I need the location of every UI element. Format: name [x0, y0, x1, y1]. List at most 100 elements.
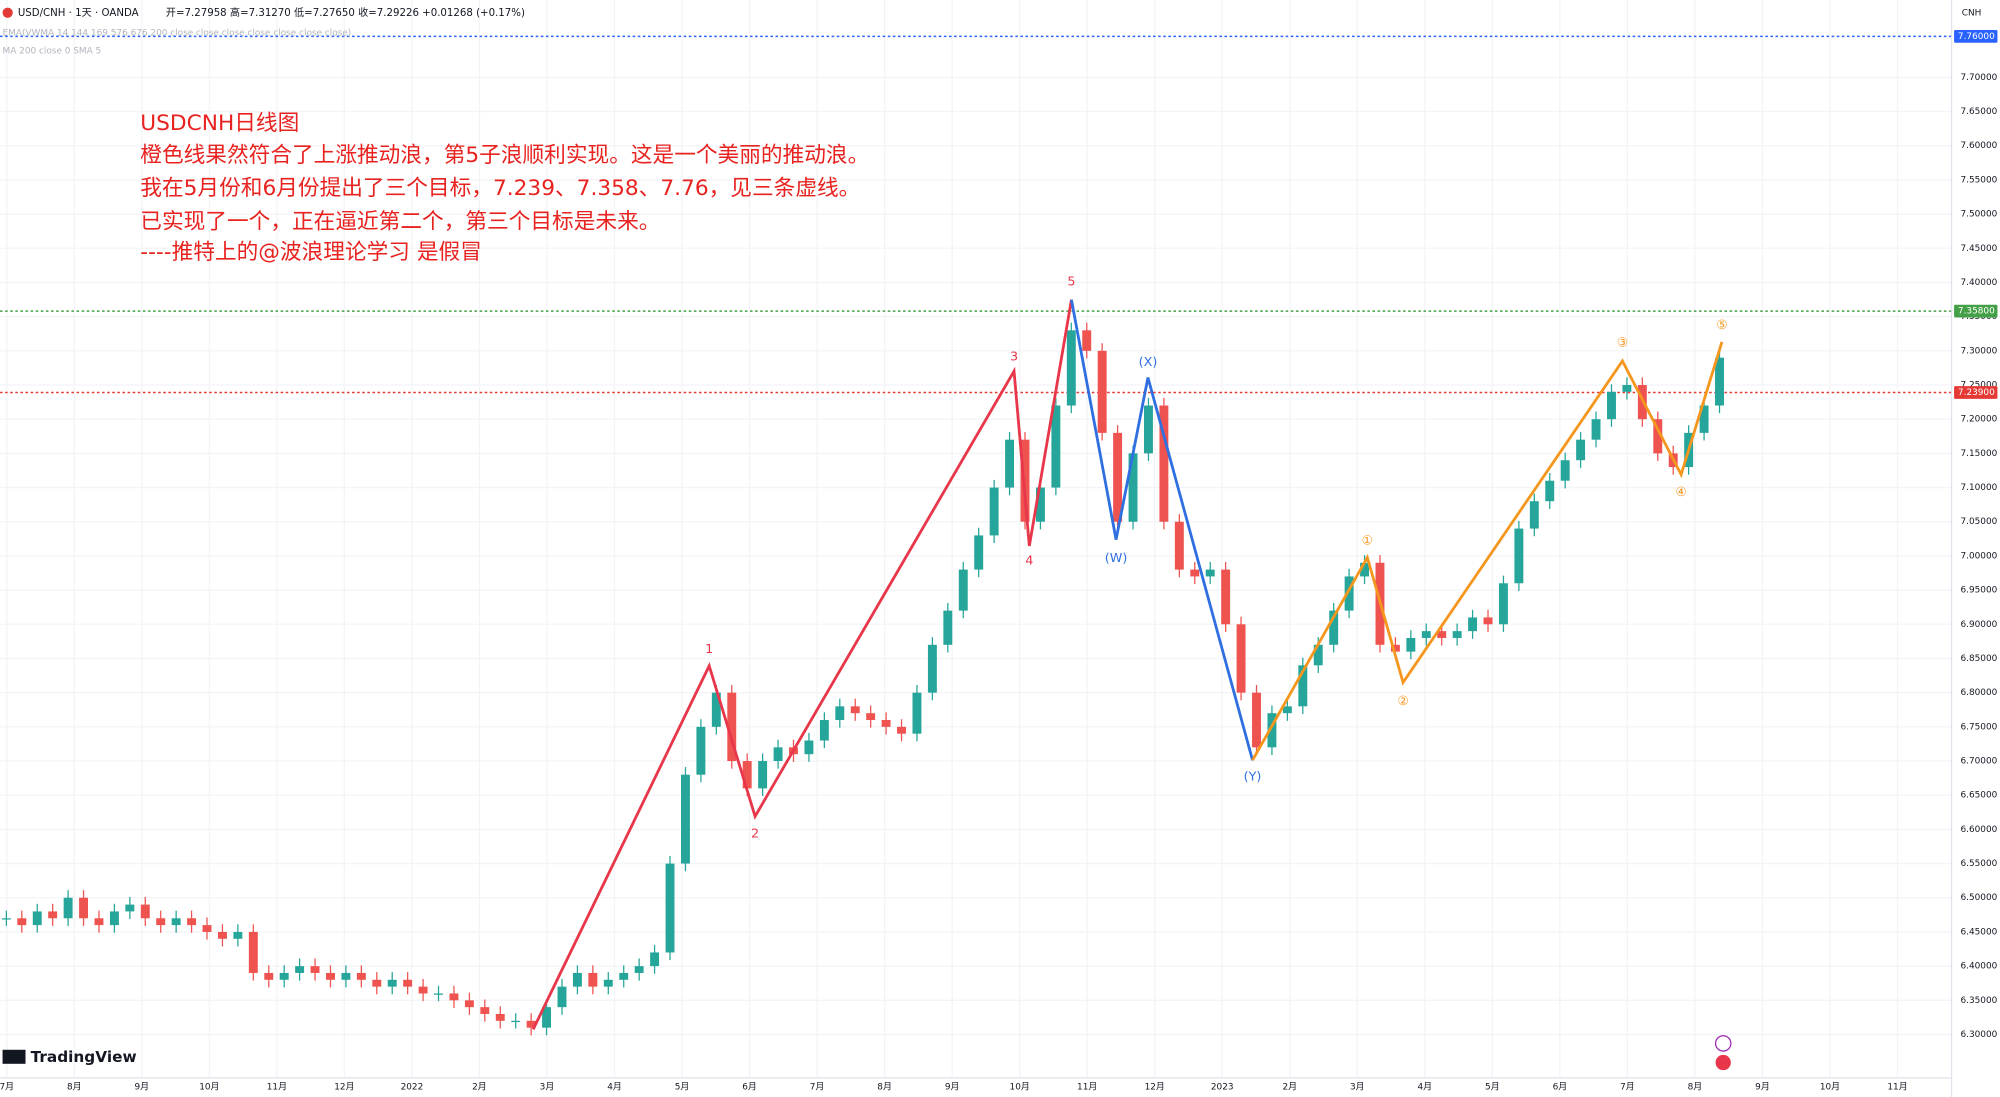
icon[interactable] [1715, 1054, 1731, 1071]
candle [943, 610, 953, 645]
y-tick-label: 6.70000 [1960, 757, 1997, 767]
wave-label: ③ [1617, 336, 1628, 351]
candle [1329, 610, 1339, 645]
red-wave [531, 299, 1073, 1030]
candle [1591, 419, 1601, 440]
y-tick-label: 7.45000 [1960, 244, 1997, 254]
candle [125, 904, 135, 912]
y-tick-label: 6.45000 [1960, 927, 1997, 937]
x-tick-label: 5月 [675, 1081, 690, 1092]
x-tick-label: 9月 [945, 1081, 960, 1092]
candle [1066, 330, 1076, 406]
candle [1252, 692, 1261, 748]
candle [217, 931, 227, 939]
candle [109, 911, 119, 926]
y-tick-label: 6.30000 [1960, 1030, 1997, 1040]
candle [603, 979, 613, 987]
candle [511, 1020, 521, 1023]
candle [1653, 419, 1663, 454]
candle [356, 972, 366, 980]
candle [912, 692, 922, 734]
wave-label: 3 [1010, 350, 1018, 365]
candle [171, 918, 181, 926]
candle [434, 993, 443, 995]
wave-label: 5 [1067, 274, 1075, 289]
candle [680, 774, 690, 864]
x-tick-label: 10月 [1820, 1081, 1840, 1092]
candle [542, 1007, 552, 1028]
candle [1097, 350, 1107, 433]
note-line: 我在5月份和6月份提出了三个目标，7.239、7.358、7.76，见三条虚线。 [140, 176, 860, 201]
candle [835, 706, 845, 721]
candle [989, 487, 999, 536]
x-tick-label: 4月 [607, 1081, 622, 1092]
candle [1545, 480, 1555, 502]
candle [341, 972, 351, 980]
y-tick-label: 6.95000 [1960, 586, 1997, 596]
candle [1360, 562, 1370, 577]
candle [1699, 405, 1709, 433]
candle [572, 972, 582, 987]
candle [94, 918, 104, 926]
y-tick-label: 6.40000 [1960, 962, 1997, 972]
candle [1313, 644, 1323, 666]
candle [1576, 439, 1586, 461]
currency[interactable]: CNH [1962, 8, 1982, 18]
candle [326, 972, 335, 980]
candle [897, 726, 906, 734]
price-tag [1954, 386, 1998, 399]
y-tick-label: 7.15000 [1960, 449, 1997, 459]
wave-label: ② [1397, 694, 1408, 709]
candle [310, 966, 320, 973]
candle [1221, 569, 1231, 625]
wave-label: 4 [1025, 554, 1033, 569]
candle [1159, 405, 1169, 522]
price-tag-label: 7.76000 [1958, 32, 1995, 42]
logo-icon [2, 1049, 26, 1064]
candle [881, 720, 891, 727]
wave-label: ① [1362, 533, 1373, 548]
icon[interactable] [1714, 1035, 1732, 1052]
candle [974, 535, 984, 570]
candle [927, 644, 937, 693]
indicator[interactable]: EMA(VWMA 14 144 169 576 676 200 close cl… [3, 29, 352, 39]
price-axis [1951, 0, 2000, 1097]
x-tick-label: 2023 [1211, 1082, 1234, 1092]
y-tick-label: 6.65000 [1960, 791, 1997, 801]
candle [1560, 460, 1570, 481]
y-tick-label: 6.50000 [1960, 893, 1997, 903]
candle [1514, 528, 1524, 584]
candle [696, 726, 706, 775]
candle [1406, 637, 1416, 652]
x-tick-label: 5月 [1485, 1081, 1500, 1092]
candle [742, 761, 752, 789]
candle [1236, 624, 1246, 693]
wave-label: ⑤ [1716, 318, 1727, 333]
candle [17, 918, 27, 926]
candle [1529, 501, 1539, 529]
candle [1298, 665, 1308, 707]
y-tick-label: 7.55000 [1960, 175, 1997, 185]
y-tick-label: 6.35000 [1960, 996, 1997, 1006]
y-tick-label: 7.05000 [1960, 517, 1997, 527]
indicator[interactable]: MA 200 close 0 SMA 5 [3, 47, 102, 57]
candle [495, 1013, 505, 1021]
candle [279, 972, 289, 980]
x-tick-label: 12月 [1145, 1081, 1165, 1092]
y-tick-label: 7.30000 [1960, 346, 1997, 356]
candle [1128, 453, 1138, 522]
y-tick-label: 7.10000 [1960, 483, 1997, 493]
x-tick-label: 9月 [1755, 1081, 1770, 1092]
orange-wave [1251, 341, 1724, 761]
y-tick-label: 7.65000 [1960, 107, 1997, 117]
symbol[interactable]: USD/CNH · 1天 · OANDA [18, 8, 139, 19]
candle [1113, 432, 1123, 522]
x-tick-label: 7月 [1620, 1081, 1635, 1092]
wave-label: (W) [1105, 551, 1128, 566]
price-tag [1954, 304, 1998, 318]
note-line: 橙色线果然符合了上涨推动浪，第5子浪顺利实现。这是一个美丽的推动浪。 [140, 143, 869, 168]
wave-label: ④ [1675, 485, 1686, 500]
candle [1174, 521, 1184, 570]
x-tick-label: 7月 [810, 1081, 825, 1092]
